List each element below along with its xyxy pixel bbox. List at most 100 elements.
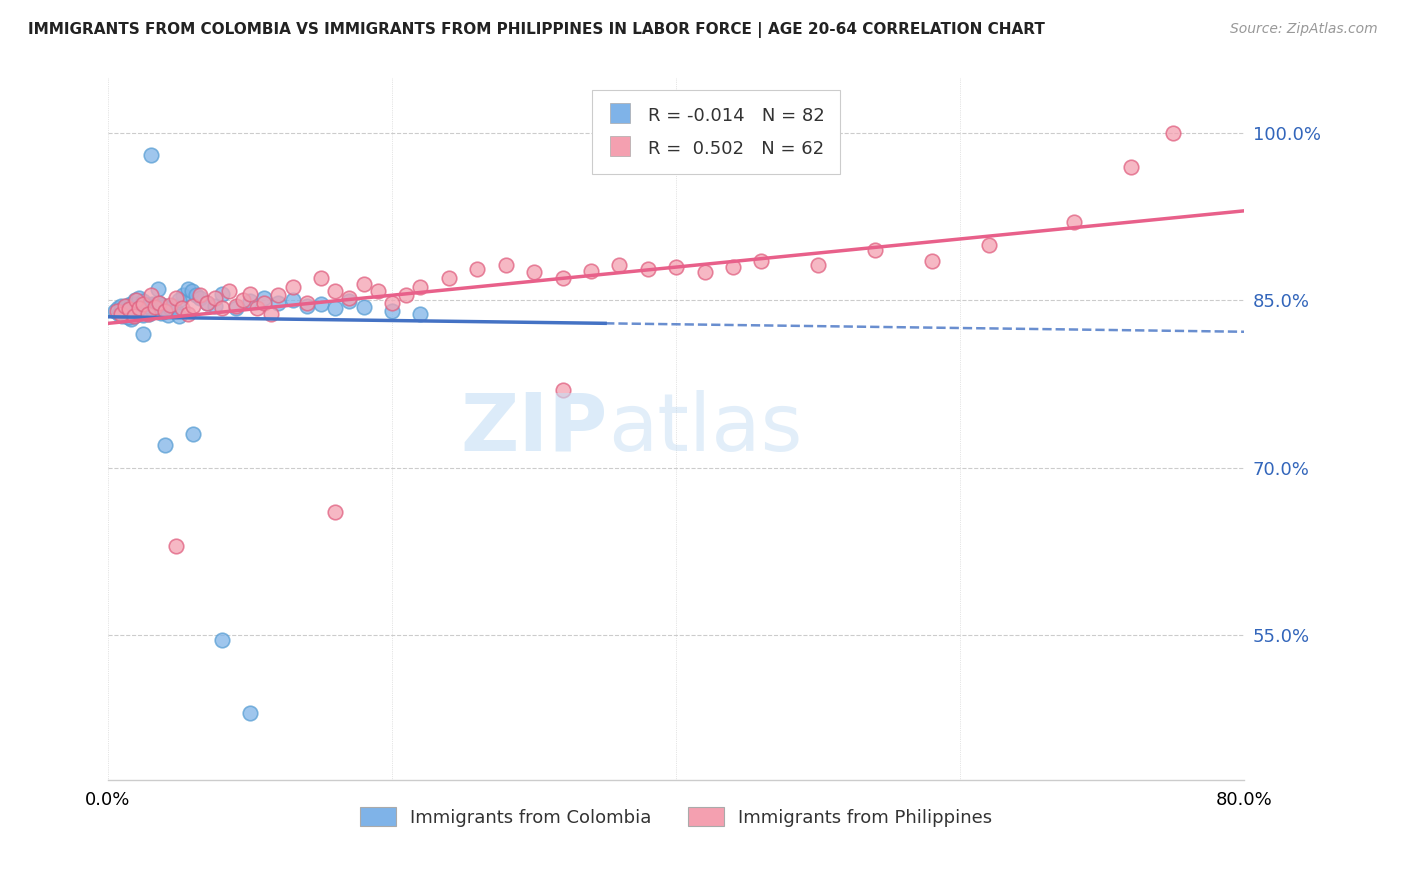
Point: [132, 294, 155, 309]
Point: [156, 308, 179, 322]
Point: [295, 299, 318, 313]
Point: [111, 309, 134, 323]
Point: [339, 291, 361, 305]
Point: [149, 305, 172, 319]
Text: Source: ZipAtlas.com: Source: ZipAtlas.com: [1230, 22, 1378, 37]
Point: [188, 287, 211, 301]
Point: [110, 299, 132, 313]
Point: [136, 298, 159, 312]
Point: [977, 237, 1000, 252]
Point: [118, 301, 141, 315]
Point: [125, 293, 148, 308]
Point: [609, 258, 631, 272]
Point: [159, 301, 181, 315]
Point: [153, 438, 176, 452]
Point: [152, 300, 174, 314]
Point: [665, 260, 688, 274]
Point: [170, 301, 193, 315]
Point: [172, 287, 194, 301]
Point: [141, 296, 163, 310]
Point: [197, 295, 219, 310]
Point: [579, 264, 602, 278]
Point: [225, 299, 247, 313]
Point: [1163, 126, 1185, 140]
Point: [367, 285, 389, 299]
Point: [176, 282, 198, 296]
Point: [751, 254, 773, 268]
Point: [309, 296, 332, 310]
Point: [551, 271, 574, 285]
Point: [122, 309, 145, 323]
Point: [117, 310, 139, 324]
Point: [267, 295, 290, 310]
Point: [323, 505, 346, 519]
Point: [108, 307, 131, 321]
Point: [134, 300, 156, 314]
Point: [188, 291, 211, 305]
Point: [721, 260, 744, 274]
Point: [180, 285, 202, 299]
Point: [165, 304, 187, 318]
Point: [118, 310, 141, 324]
Point: [136, 299, 159, 313]
Point: [323, 285, 346, 299]
Point: [132, 326, 155, 341]
Point: [239, 706, 262, 720]
Point: [184, 287, 207, 301]
Point: [148, 295, 170, 310]
Point: [551, 383, 574, 397]
Point: [465, 262, 488, 277]
Point: [148, 301, 170, 315]
Point: [246, 301, 269, 315]
Point: [125, 304, 148, 318]
Point: [120, 312, 142, 326]
Point: [132, 296, 155, 310]
Point: [125, 296, 148, 310]
Point: [253, 291, 276, 305]
Point: [117, 298, 139, 312]
Point: [165, 291, 187, 305]
Point: [118, 302, 141, 317]
Point: [142, 304, 165, 318]
Point: [105, 304, 128, 318]
Point: [128, 301, 150, 315]
Point: [118, 307, 141, 321]
Point: [181, 299, 204, 313]
Point: [139, 148, 162, 162]
Legend: Immigrants from Colombia, Immigrants from Philippines: Immigrants from Colombia, Immigrants fro…: [353, 800, 1000, 834]
Point: [260, 307, 283, 321]
Point: [381, 304, 404, 318]
Point: [637, 262, 659, 277]
Point: [218, 285, 240, 299]
Point: [211, 301, 233, 315]
Point: [135, 303, 157, 318]
Point: [323, 301, 346, 315]
Point: [139, 287, 162, 301]
Point: [1119, 160, 1142, 174]
Point: [114, 299, 136, 313]
Point: [114, 304, 136, 318]
Point: [807, 258, 830, 272]
Point: [693, 265, 716, 279]
Point: [146, 295, 169, 310]
Point: [129, 304, 152, 318]
Point: [127, 307, 149, 321]
Point: [167, 293, 190, 308]
Point: [121, 299, 143, 313]
Point: [143, 299, 166, 313]
Point: [353, 277, 375, 291]
Point: [145, 302, 167, 317]
Point: [409, 307, 432, 321]
Point: [232, 293, 254, 308]
Point: [138, 307, 160, 321]
Point: [120, 296, 142, 310]
Point: [136, 307, 159, 321]
Point: [353, 300, 375, 314]
Point: [267, 287, 290, 301]
Point: [128, 299, 150, 313]
Point: [863, 243, 886, 257]
Point: [114, 308, 136, 322]
Point: [197, 295, 219, 310]
Point: [132, 308, 155, 322]
Text: IMMIGRANTS FROM COLOMBIA VS IMMIGRANTS FROM PHILIPPINES IN LABOR FORCE | AGE 20-: IMMIGRANTS FROM COLOMBIA VS IMMIGRANTS F…: [28, 22, 1045, 38]
